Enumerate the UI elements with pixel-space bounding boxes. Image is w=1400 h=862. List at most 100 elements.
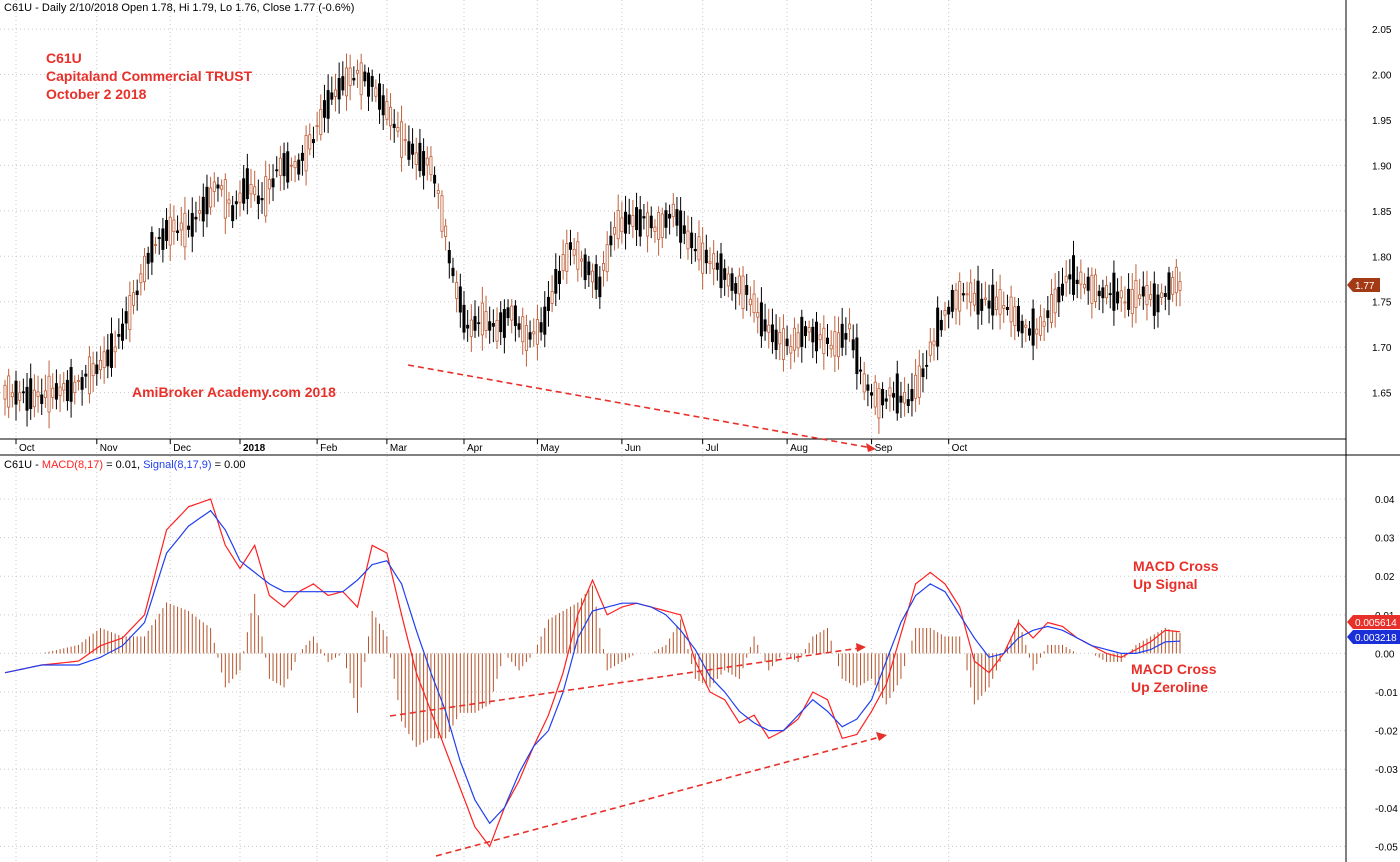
candle-body xyxy=(440,195,444,232)
candle-body xyxy=(972,292,976,306)
candle-body xyxy=(201,196,205,222)
watermark-text: AmiBroker Academy.com 2018 xyxy=(132,384,336,400)
candle-body xyxy=(1035,328,1039,335)
candle-body xyxy=(495,320,499,342)
candle-body xyxy=(425,157,429,166)
candle-body xyxy=(712,253,716,270)
candle-body xyxy=(451,267,455,277)
candle-body xyxy=(1116,291,1120,304)
candle-body xyxy=(1167,272,1171,300)
candle-body xyxy=(693,248,697,252)
candle-body xyxy=(859,369,863,372)
candle-body xyxy=(80,377,84,390)
candle-body xyxy=(895,373,899,414)
candle-body xyxy=(341,76,345,91)
candle-body xyxy=(455,282,459,299)
signal-last-badge: 0.003218 xyxy=(1347,630,1400,644)
candle-body xyxy=(1005,307,1009,310)
candle-body xyxy=(32,389,36,408)
candle-body xyxy=(10,392,14,398)
candle-body xyxy=(568,242,572,250)
candle-body xyxy=(657,212,661,240)
candle-body xyxy=(833,331,837,357)
candle-body xyxy=(855,337,859,375)
candle-body xyxy=(1068,274,1072,280)
candle-body xyxy=(381,95,385,116)
candle-body xyxy=(594,264,598,290)
candle-body xyxy=(1013,306,1017,326)
note-zero-line2: Up Zeroline xyxy=(1131,679,1208,695)
candle-body xyxy=(1141,286,1145,297)
price-x-tick-label: Mar xyxy=(390,443,408,454)
candle-body xyxy=(726,273,730,287)
candle-body xyxy=(620,217,624,233)
candle-body xyxy=(734,283,738,294)
candle-body xyxy=(264,176,268,217)
candle-body xyxy=(117,334,121,337)
candle-body xyxy=(344,67,348,97)
candle-body xyxy=(102,351,106,368)
candle-body xyxy=(1031,308,1035,346)
candle-body xyxy=(774,329,778,350)
candle-body xyxy=(36,391,40,397)
candle-body xyxy=(300,152,304,161)
candle-body xyxy=(550,291,554,304)
candle-body xyxy=(51,387,55,398)
candle-body xyxy=(124,311,128,324)
note-signal-line2: Up Signal xyxy=(1133,576,1198,592)
macd-header-macd: MACD(8,17) xyxy=(42,459,103,471)
candle-body xyxy=(631,215,635,227)
candle-body xyxy=(532,331,536,335)
candle-body xyxy=(205,186,209,215)
candle-body xyxy=(165,220,169,241)
candle-body xyxy=(1105,285,1109,299)
candle-body xyxy=(998,289,1002,315)
candle-body xyxy=(976,280,980,315)
macd-y-tick-label: 0.03 xyxy=(1375,534,1395,545)
candle-body xyxy=(378,83,382,110)
price-x-tick-label: Sep xyxy=(875,443,893,454)
candle-body xyxy=(543,306,547,335)
candle-body xyxy=(690,232,694,249)
candle-body xyxy=(1156,294,1160,313)
candle-body xyxy=(146,252,150,264)
candle-body xyxy=(1101,287,1105,299)
price-x-tick-label: Dec xyxy=(173,443,191,454)
candle-body xyxy=(950,289,954,312)
candle-body xyxy=(65,379,69,402)
candle-body xyxy=(488,321,492,331)
macd-header-signal-value: = 0.00 xyxy=(212,459,246,471)
candle-body xyxy=(128,295,132,331)
candle-body xyxy=(238,192,242,203)
candle-body xyxy=(682,225,686,234)
candle-body xyxy=(447,250,451,264)
candle-body xyxy=(1171,277,1175,295)
candle-body xyxy=(400,121,404,158)
candle-body xyxy=(84,373,88,377)
candle-body xyxy=(910,389,914,402)
candle-body xyxy=(598,276,602,298)
candle-body xyxy=(807,327,811,333)
candle-body xyxy=(1119,290,1123,299)
candle-body xyxy=(899,395,903,403)
candle-body xyxy=(3,384,7,400)
candle-body xyxy=(389,106,393,127)
price-x-tick-label: 2018 xyxy=(243,443,266,454)
candle-body xyxy=(1072,255,1076,295)
candle-body xyxy=(719,253,723,289)
price-y-tick-label: 1.80 xyxy=(1372,252,1392,263)
candle-body xyxy=(242,178,246,204)
candle-body xyxy=(624,211,628,234)
candle-body xyxy=(220,185,224,190)
candle-body xyxy=(928,341,932,356)
candle-body xyxy=(1097,290,1101,297)
candle-body xyxy=(1160,292,1164,298)
candle-body xyxy=(767,324,771,333)
price-y-tick-label: 1.65 xyxy=(1372,389,1392,400)
candle-body xyxy=(76,380,80,382)
candle-body xyxy=(157,237,161,240)
candle-body xyxy=(646,212,650,237)
candle-body xyxy=(642,216,646,219)
candle-body xyxy=(275,169,279,172)
